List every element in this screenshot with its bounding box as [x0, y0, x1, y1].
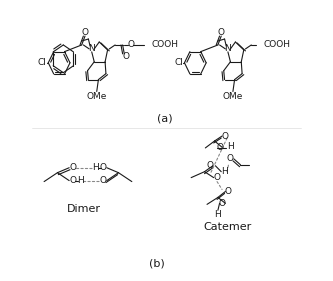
Text: H: H	[214, 210, 221, 219]
Text: H: H	[78, 176, 84, 185]
Text: OMe: OMe	[223, 92, 243, 101]
Text: H: H	[92, 163, 99, 172]
Text: Catemer: Catemer	[204, 222, 252, 232]
Text: OMe: OMe	[87, 92, 107, 101]
Text: N: N	[224, 44, 231, 53]
Text: Cl: Cl	[38, 58, 47, 67]
Text: Dimer: Dimer	[67, 204, 101, 214]
Text: O: O	[227, 154, 234, 163]
Text: O: O	[123, 52, 130, 61]
Text: O: O	[206, 161, 213, 170]
Text: O: O	[69, 163, 76, 172]
Text: O: O	[221, 132, 228, 140]
Text: H: H	[227, 142, 234, 151]
Text: COOH: COOH	[263, 40, 290, 49]
Text: N: N	[88, 44, 95, 53]
Text: Cl: Cl	[174, 58, 183, 67]
Text: O: O	[218, 28, 225, 37]
Text: O: O	[224, 187, 231, 196]
Text: (b): (b)	[149, 259, 165, 269]
Text: O: O	[82, 28, 89, 37]
Text: O: O	[100, 176, 107, 185]
Text: O: O	[213, 173, 220, 182]
Text: O: O	[100, 163, 107, 172]
Text: (a): (a)	[158, 113, 173, 123]
Text: H: H	[221, 167, 228, 176]
Text: COOH: COOH	[151, 40, 178, 49]
Text: O: O	[128, 40, 135, 49]
Text: O: O	[216, 143, 223, 152]
Text: O: O	[69, 176, 76, 185]
Text: O: O	[218, 199, 225, 208]
